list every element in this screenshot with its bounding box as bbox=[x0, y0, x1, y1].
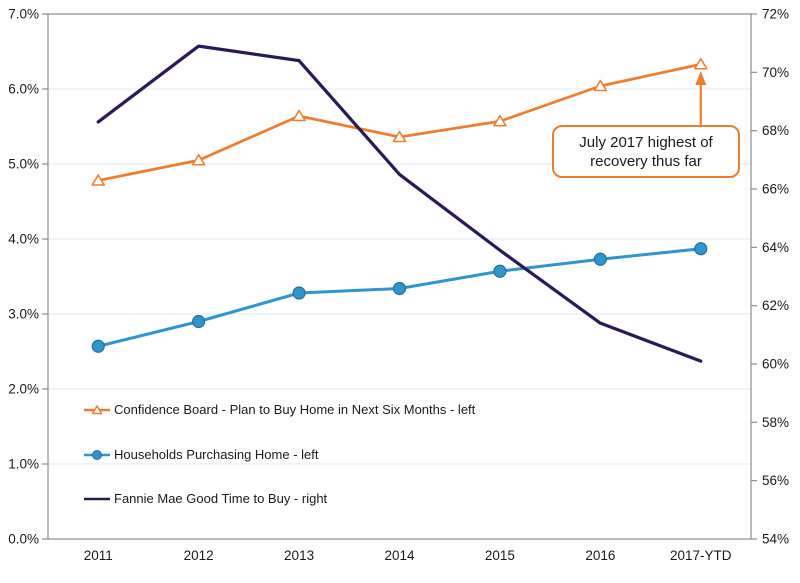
data-point-marker-circle bbox=[593, 252, 607, 266]
series-line bbox=[96, 44, 703, 363]
data-point-marker-circle bbox=[91, 339, 105, 353]
x-axis-label: 2017-YTD bbox=[670, 548, 732, 563]
right-axis-label: 64% bbox=[762, 240, 789, 255]
series-line bbox=[96, 247, 703, 348]
data-point-marker-circle bbox=[694, 242, 708, 256]
x-axis-label: 2015 bbox=[485, 548, 515, 563]
left-axis-label: 6.0% bbox=[8, 82, 39, 97]
right-axis-label: 62% bbox=[762, 298, 789, 313]
right-axis-label: 54% bbox=[762, 532, 789, 547]
data-point-marker-circle bbox=[392, 281, 407, 296]
series-households-purchasing bbox=[91, 242, 708, 353]
left-axis-label: 5.0% bbox=[8, 157, 39, 172]
right-axis-label: 60% bbox=[762, 357, 789, 372]
data-point-marker-circle bbox=[292, 286, 306, 300]
right-axis-label: 70% bbox=[762, 65, 789, 80]
data-point-marker-triangle bbox=[493, 114, 507, 127]
right-axis-label: 66% bbox=[762, 182, 789, 197]
left-axis-label: 2.0% bbox=[8, 382, 39, 397]
annotation-text-line2: recovery thus far bbox=[590, 152, 702, 170]
annotation-callout: July 2017 highest of recovery thus far bbox=[552, 125, 740, 178]
x-axis-label: 2012 bbox=[184, 548, 214, 563]
x-axis-label: 2014 bbox=[384, 548, 415, 563]
x-axis-label: 2016 bbox=[585, 548, 615, 563]
data-point-marker-triangle bbox=[292, 109, 306, 122]
data-point-marker-circle bbox=[192, 314, 206, 329]
right-axis-label: 68% bbox=[762, 123, 789, 138]
data-point-marker-triangle bbox=[693, 57, 708, 70]
left-axis-label: 4.0% bbox=[8, 232, 39, 247]
data-point-marker-triangle bbox=[392, 130, 407, 143]
plot-border bbox=[47, 13, 752, 540]
x-axis-label: 2013 bbox=[284, 548, 314, 563]
left-axis-label: 7.0% bbox=[8, 7, 39, 22]
data-point-marker-triangle bbox=[91, 174, 106, 186]
left-axis-label: 0.0% bbox=[8, 532, 39, 547]
right-axis-label: 58% bbox=[762, 415, 789, 430]
x-axis-label: 2011 bbox=[84, 548, 113, 563]
annotation-arrow-head bbox=[695, 71, 707, 85]
annotation-text-line1: July 2017 highest of bbox=[579, 133, 713, 151]
left-axis-label: 3.0% bbox=[8, 307, 39, 322]
series-confidence-board bbox=[91, 57, 708, 186]
data-point-marker-triangle bbox=[191, 153, 206, 166]
data-point-marker-circle bbox=[493, 264, 507, 278]
right-axis-label: 72% bbox=[762, 7, 789, 22]
series-fannie-mae bbox=[96, 44, 703, 363]
data-point-marker-triangle bbox=[593, 79, 608, 92]
left-axis-label: 1.0% bbox=[8, 457, 39, 472]
right-axis-label: 56% bbox=[762, 473, 789, 488]
